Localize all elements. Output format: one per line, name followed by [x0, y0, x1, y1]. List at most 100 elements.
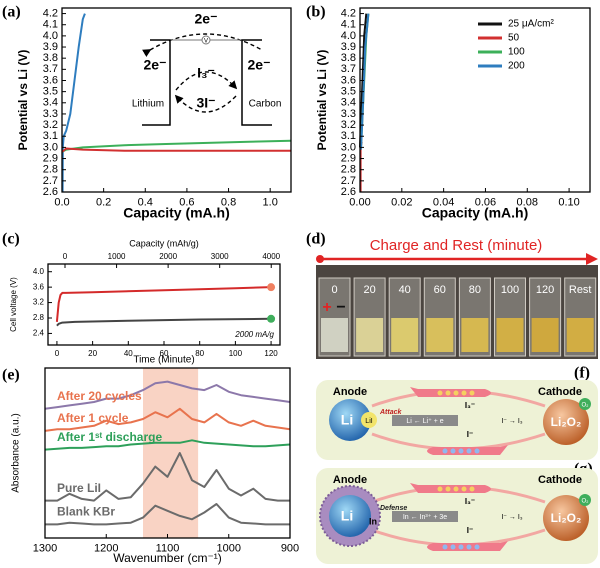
- rocket-window: [453, 486, 459, 492]
- mechanism-diagram: Li In Anode Defense In ← In³⁺ + 3e I₃⁻ I⁻ I⁻ → …: [316, 468, 598, 564]
- end-marker: [267, 314, 276, 323]
- rocket-window: [450, 544, 456, 550]
- y-axis-title: Cell voltage (V): [9, 277, 18, 332]
- vial-liquid: [356, 318, 384, 352]
- y-tick-label: 3.4: [43, 97, 58, 109]
- y-tick-label: 2.6: [43, 186, 58, 198]
- y-tick-label: 2.9: [43, 152, 58, 164]
- gas-dot: [579, 494, 591, 506]
- x-axis-title: Capacity (mA.h): [422, 205, 529, 221]
- anode-sphere: [329, 495, 371, 537]
- data-line: [45, 452, 290, 502]
- y-tick-label: 3.1: [341, 130, 356, 142]
- legend-label: 200: [508, 61, 525, 72]
- lower-ion: I⁻: [467, 430, 473, 439]
- anode-layer: In: [369, 516, 377, 526]
- data-line: [61, 147, 291, 153]
- y-tick-label: 3.4: [341, 97, 356, 109]
- end-marker: [267, 283, 276, 292]
- y-tick-label: 3.3: [43, 108, 58, 120]
- y-tick-label: 2.9: [341, 152, 356, 164]
- rocket-window: [442, 448, 448, 454]
- x-tick-label: 60: [160, 349, 169, 358]
- y-tick-label: 3.6: [341, 74, 356, 86]
- vial-label: Rest: [569, 284, 592, 296]
- y-tick-label: 3.6: [33, 282, 45, 291]
- anode-layer: LiI: [365, 418, 372, 425]
- inset-label: 2e⁻: [248, 57, 271, 73]
- x-tick-label: 0.6: [179, 196, 194, 208]
- vial-liquid: [566, 318, 594, 352]
- cathode-core: Li₂O₂: [551, 415, 582, 429]
- x2-tick-label: 0: [63, 252, 68, 261]
- anode-reaction: Li ← Li⁺ + e: [406, 418, 443, 425]
- x2-tick-label: 2000: [159, 252, 177, 261]
- inset-label: I₃⁻: [197, 65, 215, 81]
- x-tick-label: 80: [195, 349, 204, 358]
- y-tick-label: 4.1: [341, 19, 356, 31]
- inset-label: 3I⁻: [196, 95, 215, 111]
- data-line: [359, 13, 368, 148]
- x-tick-label: 0.04: [433, 196, 454, 208]
- x-axis-title: Capacity (mA.h): [123, 205, 230, 221]
- data-line: [44, 380, 291, 410]
- y-tick-label: 3.0: [341, 141, 356, 153]
- x-tick-label: 1200: [94, 542, 118, 554]
- y-tick-label: 2.7: [43, 175, 58, 187]
- vial-liquid: [461, 318, 489, 352]
- x-tick-label: 900: [281, 542, 299, 554]
- cathode-reaction: I⁻ → I₃: [501, 514, 522, 521]
- vial-liquid: [496, 318, 524, 352]
- x-tick-label: 100: [229, 349, 243, 358]
- panel-label: (c): [2, 231, 20, 248]
- legend-label: 100: [508, 47, 525, 58]
- x-tick-label: 0.8: [221, 196, 236, 208]
- reaction-box: [392, 415, 458, 426]
- x-tick-label: 0.02: [391, 196, 412, 208]
- y-axis-title: Absorbance (a.u.): [11, 413, 22, 493]
- series-label: Blank KBr: [57, 505, 115, 519]
- data-line: [45, 503, 290, 526]
- rocket-window: [469, 390, 475, 396]
- rocket-window: [445, 486, 451, 492]
- rocket-window: [458, 448, 464, 454]
- inset-schematic: [142, 33, 272, 126]
- y-tick-label: 3.2: [33, 298, 45, 307]
- x-axis-title: Time (Minute): [133, 355, 194, 366]
- x-tick-label: 0.0: [54, 196, 69, 208]
- panel-label: (b): [306, 4, 326, 21]
- arrow-start: [316, 255, 324, 263]
- y-tick-label: 2.4: [33, 329, 45, 338]
- y-tick-label: 4.0: [43, 30, 58, 42]
- vial-label: 80: [469, 284, 481, 296]
- vial-label: 120: [536, 284, 554, 296]
- y-tick-label: 3.2: [43, 119, 58, 131]
- y-tick-label: 3.7: [341, 63, 356, 75]
- rocket-window: [469, 486, 475, 492]
- rocket-window: [437, 390, 443, 396]
- upper-ion: I₃⁻: [465, 401, 475, 410]
- annotation: 2000 mA/g: [234, 330, 274, 339]
- legend-label: 25 μA/cm²: [508, 19, 554, 30]
- vial-label: 20: [363, 284, 375, 296]
- series-label: After 1ˢᵗ discharge: [57, 430, 162, 444]
- y-axis-title: Potential vs Li (V): [315, 50, 329, 151]
- data-line: [360, 13, 370, 150]
- y-tick-label: 3.9: [43, 41, 58, 53]
- data-line: [44, 439, 291, 451]
- electrode-sign: +: [322, 299, 331, 316]
- y-tick-label: 3.1: [43, 130, 58, 142]
- x-tick-label: 20: [88, 349, 97, 358]
- anode-layer-dot: [361, 412, 377, 428]
- x-tick-label: 0.00: [349, 196, 370, 208]
- vial-label: 60: [434, 284, 446, 296]
- y-tick-label: 2.8: [33, 313, 45, 322]
- y-tick-label: 3.3: [341, 108, 356, 120]
- cathode-title: Cathode: [538, 386, 582, 398]
- x2-tick-label: 1000: [108, 252, 126, 261]
- photo-title: Charge and Rest (minute): [370, 237, 543, 254]
- y-tick-label: 3.7: [43, 63, 58, 75]
- vial-liquid: [391, 318, 419, 352]
- legend-label: 50: [508, 33, 520, 44]
- x2-tick-label: 4000: [262, 252, 280, 261]
